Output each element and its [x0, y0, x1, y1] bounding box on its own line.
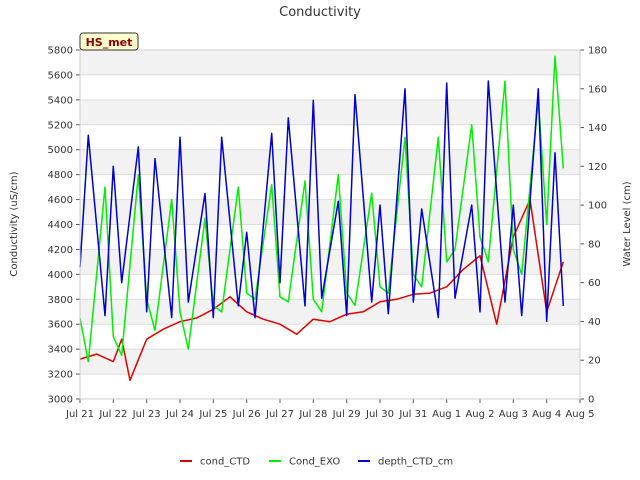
- plot-band: [80, 99, 580, 125]
- y-tick-label: 4600: [48, 195, 73, 206]
- x-tick-label: Jul 30: [365, 409, 394, 420]
- y2-tick-label: 40: [588, 317, 601, 328]
- legend-label-Cond_EXO: Cond_EXO: [289, 457, 340, 468]
- y-tick-label: 3600: [48, 320, 73, 331]
- plot-band: [80, 50, 580, 75]
- chart-title: Conductivity: [279, 5, 361, 20]
- x-tick-label: Jul 26: [232, 409, 261, 420]
- legend: cond_CTD Cond_EXO depth_CTD_cm: [180, 457, 453, 468]
- series-line-cond_CTD: [79, 198, 565, 382]
- plot-band: [80, 274, 580, 300]
- y2-tick-label: 80: [588, 239, 601, 250]
- y-tick-label: 4400: [48, 220, 73, 231]
- y-tick-label: 4800: [48, 170, 73, 181]
- plot-band: [80, 74, 580, 100]
- y-tick-label: 5000: [48, 145, 73, 156]
- series-lines: [79, 55, 565, 382]
- plot-band: [80, 349, 580, 375]
- plot-band: [80, 124, 580, 150]
- x-tick-label: Jul 27: [265, 409, 294, 420]
- series-line-Cond_EXO: [79, 55, 565, 363]
- legend-label-cond_CTD: cond_CTD: [200, 457, 250, 468]
- y-tick-label: 3000: [48, 395, 73, 406]
- x-tick-label: Jul 25: [198, 409, 227, 420]
- station-badge: HS_met: [79, 32, 139, 51]
- y2-tick-label: 120: [588, 162, 607, 173]
- x-tick-label: Jul 31: [398, 409, 427, 420]
- x-tick-label: Jul 22: [98, 409, 127, 420]
- plot-frame: [79, 49, 581, 400]
- y-tick-label: 3200: [48, 370, 73, 381]
- y2-tick-label: 160: [588, 84, 607, 95]
- plot-band: [80, 199, 580, 225]
- plot-band: [80, 174, 580, 200]
- x-tick-label: Aug 2: [465, 409, 494, 420]
- y-tick-label: 4000: [48, 270, 73, 281]
- y-tick-label: 5200: [48, 120, 73, 131]
- y2-tick-label: 0: [588, 395, 594, 406]
- x-tick-label: Aug 1: [432, 409, 461, 420]
- x-tick-label: Jul 21: [65, 409, 94, 420]
- y2-tick-label: 60: [588, 278, 601, 289]
- y-axis-title: Conductivity (uS/cm): [9, 171, 20, 276]
- x-tick-label: Aug 5: [565, 409, 594, 420]
- series-line-depth_CTD_cm: [79, 80, 565, 323]
- y-tick-label: 3400: [48, 345, 73, 356]
- x-tick-label: Jul 28: [298, 409, 327, 420]
- legend-label-depth_CTD_cm: depth_CTD_cm: [378, 457, 453, 468]
- plot-band: [80, 374, 580, 399]
- y-tick-label: 5400: [48, 95, 73, 106]
- x-tick-label: Jul 29: [332, 409, 361, 420]
- y2-tick-label: 180: [588, 46, 607, 57]
- x-tick-label: Jul 24: [165, 409, 194, 420]
- station-badge-box: [79, 32, 139, 51]
- y-tick-label: 3800: [48, 295, 73, 306]
- y2-tick-label: 20: [588, 356, 601, 367]
- station-badge-label: HS_met: [86, 36, 133, 49]
- plot-band: [80, 299, 580, 325]
- y2-tick-label: 140: [588, 123, 607, 134]
- y-tick-label: 5600: [48, 70, 73, 81]
- x-tick-label: Aug 3: [499, 409, 528, 420]
- x-tick-label: Jul 23: [132, 409, 161, 420]
- axes: 3000 3200 3400 3600 3800 4000 4200 4400 4600 4800…: [48, 46, 608, 421]
- y2-tick-label: 100: [588, 201, 607, 212]
- x-tick-label: Aug 4: [532, 409, 561, 420]
- y2-axis-title: Water Level (cm): [622, 181, 633, 266]
- y-tick-label: 5800: [48, 46, 73, 57]
- y-tick-label: 4200: [48, 245, 73, 256]
